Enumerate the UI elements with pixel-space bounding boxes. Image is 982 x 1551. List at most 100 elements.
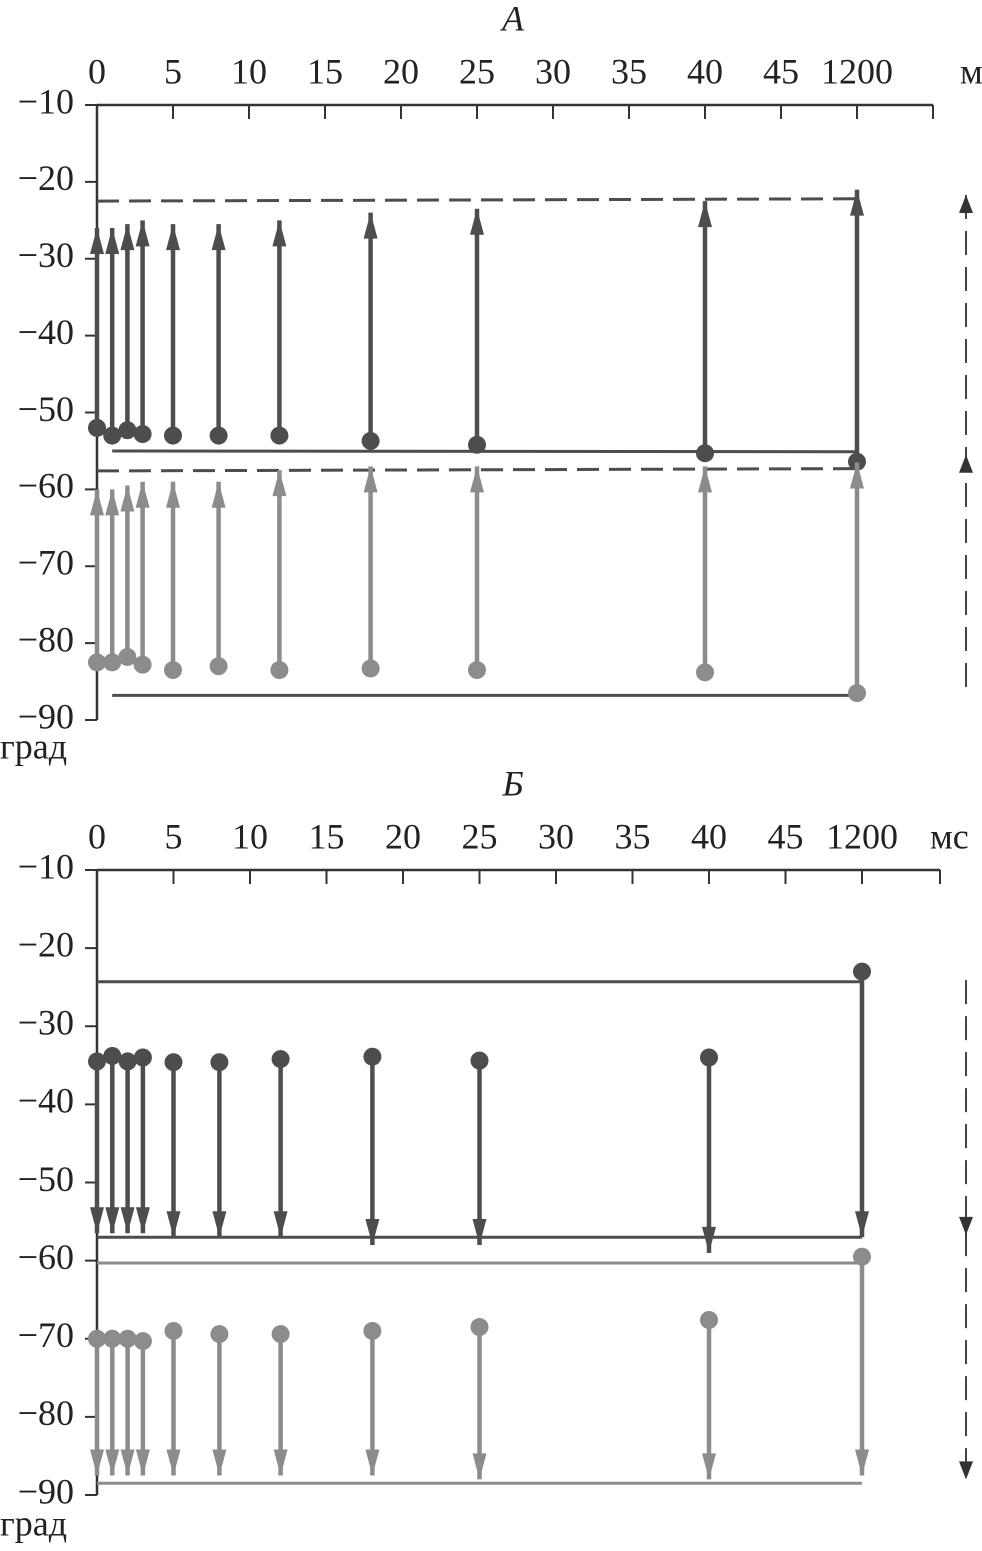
arrow-head (365, 1449, 380, 1476)
y-tick-label: −30 (18, 1003, 74, 1043)
x-tick-label: 20 (385, 816, 421, 856)
arrow-head (211, 481, 226, 508)
start-point (164, 1053, 183, 1072)
start-point (696, 444, 714, 463)
x-tick-label: 35 (611, 51, 647, 91)
start-point (853, 1247, 871, 1266)
start-point (118, 1052, 137, 1071)
start-point (468, 661, 486, 680)
arrow-head (166, 481, 180, 508)
x-tick-label: 25 (459, 51, 495, 91)
arrow-head (698, 466, 712, 493)
start-point (88, 418, 106, 437)
y-tick-label: −50 (18, 389, 74, 429)
arrow-head (135, 1449, 150, 1476)
start-point (88, 653, 106, 672)
start-point (133, 1048, 152, 1067)
y-tick-label: −40 (18, 1081, 74, 1121)
x-tick-label: 15 (307, 51, 343, 91)
x-tick-label: 20 (383, 51, 419, 91)
arrow-head (470, 466, 484, 493)
y-tick-label: −10 (18, 846, 74, 886)
start-point (88, 1052, 106, 1071)
y-unit: град (0, 726, 67, 766)
start-point (164, 661, 182, 680)
x-tick-label: 30 (535, 51, 571, 91)
start-point (133, 425, 152, 444)
x-tick-label: 5 (164, 51, 182, 91)
y-tick-label: −20 (18, 158, 74, 198)
start-point (270, 426, 289, 445)
x-tick-label: 10 (231, 51, 267, 91)
arrow-head (120, 224, 135, 251)
x-tick-label: 5 (165, 816, 183, 856)
y-tick-label: −30 (18, 235, 74, 275)
start-point (164, 426, 182, 445)
range-marker-head (959, 1216, 973, 1235)
start-point (164, 1321, 183, 1340)
arrow-head (211, 224, 226, 251)
start-point (270, 661, 289, 680)
x-tick-label: 0 (88, 816, 106, 856)
x-tick-label: 15 (309, 816, 345, 856)
arrow-head (855, 1449, 869, 1476)
y-tick-label: −90 (18, 696, 74, 736)
start-point (700, 1311, 718, 1329)
x-unit: мс (930, 816, 969, 856)
arrow-head (105, 228, 120, 254)
arrow-head (105, 1449, 120, 1476)
start-point (103, 1329, 122, 1348)
start-point (696, 663, 714, 682)
start-point (133, 655, 152, 674)
start-point (88, 1329, 106, 1348)
start-point (853, 962, 871, 981)
x-tick-label: 35 (615, 816, 651, 856)
start-point (363, 1047, 382, 1066)
y-tick-label: −60 (18, 1237, 74, 1277)
start-point (468, 435, 486, 454)
x-unit: мс (960, 51, 982, 91)
x-tick-label: 1200 (821, 51, 893, 91)
x-tick-label: 1200 (826, 816, 898, 856)
start-point (133, 1332, 152, 1351)
arrow-head (166, 224, 180, 251)
y-tick-label: −70 (18, 543, 74, 583)
arrow-head (472, 1453, 487, 1480)
reference-line (96, 197, 858, 203)
arrow-head (702, 1453, 716, 1480)
start-point (103, 653, 122, 672)
range-marker-head (959, 1461, 973, 1480)
arrow-head (135, 220, 150, 247)
arrow-head (105, 489, 120, 516)
y-tick-label: −80 (18, 1393, 74, 1433)
arrow-head (135, 1207, 150, 1234)
arrow-head (470, 208, 484, 235)
range-marker-head (959, 194, 973, 213)
arrow-head (698, 201, 712, 228)
range-marker-head (959, 454, 973, 473)
y-tick-label: −90 (18, 1471, 74, 1511)
arrow-head (472, 1219, 487, 1245)
start-point (700, 1048, 718, 1067)
chart-title: Б (501, 763, 523, 803)
arrow-head (135, 481, 150, 508)
y-tick-label: −10 (18, 81, 74, 121)
start-point (118, 647, 137, 666)
arrow-head (90, 1449, 104, 1476)
start-point (848, 684, 866, 703)
arrow-head (850, 462, 864, 489)
arrow-head (120, 1449, 135, 1476)
y-unit: град (0, 1503, 67, 1543)
arrow-head (105, 1207, 120, 1234)
x-tick-label: 45 (763, 51, 799, 91)
y-tick-label: −70 (18, 1315, 74, 1355)
y-tick-label: −60 (18, 466, 74, 506)
chart-title: A (500, 0, 525, 38)
x-tick-label: 25 (462, 816, 498, 856)
arrow-head (273, 1211, 288, 1238)
arrow-head (702, 1226, 716, 1253)
x-tick-label: 40 (687, 51, 723, 91)
start-point (271, 1050, 290, 1069)
arrow-head (363, 212, 378, 239)
